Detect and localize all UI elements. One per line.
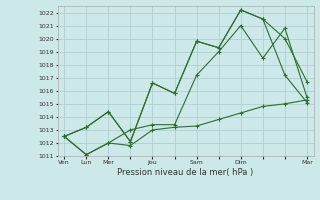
X-axis label: Pression niveau de la mer( hPa ): Pression niveau de la mer( hPa ) (117, 168, 254, 177)
